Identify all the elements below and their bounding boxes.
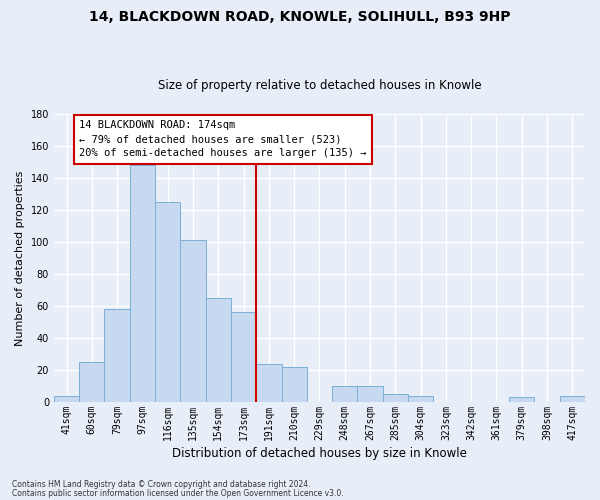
Bar [231, 312, 256, 402]
Bar [79, 362, 104, 402]
Bar [560, 396, 585, 402]
Bar [281, 367, 307, 402]
Text: Contains public sector information licensed under the Open Government Licence v3: Contains public sector information licen… [12, 489, 344, 498]
Bar [509, 397, 535, 402]
Bar [155, 202, 181, 402]
Text: 14, BLACKDOWN ROAD, KNOWLE, SOLIHULL, B93 9HP: 14, BLACKDOWN ROAD, KNOWLE, SOLIHULL, B9… [89, 10, 511, 24]
Bar [104, 309, 130, 402]
Bar [358, 386, 383, 402]
Bar [206, 298, 231, 402]
Bar [181, 240, 206, 402]
Bar [130, 165, 155, 402]
Text: Contains HM Land Registry data © Crown copyright and database right 2024.: Contains HM Land Registry data © Crown c… [12, 480, 311, 489]
Bar [408, 396, 433, 402]
X-axis label: Distribution of detached houses by size in Knowle: Distribution of detached houses by size … [172, 447, 467, 460]
Bar [332, 386, 358, 402]
Text: 14 BLACKDOWN ROAD: 174sqm
← 79% of detached houses are smaller (523)
20% of semi: 14 BLACKDOWN ROAD: 174sqm ← 79% of detac… [79, 120, 367, 158]
Title: Size of property relative to detached houses in Knowle: Size of property relative to detached ho… [158, 79, 481, 92]
Bar [256, 364, 281, 402]
Bar [54, 396, 79, 402]
Bar [383, 394, 408, 402]
Y-axis label: Number of detached properties: Number of detached properties [15, 170, 25, 346]
